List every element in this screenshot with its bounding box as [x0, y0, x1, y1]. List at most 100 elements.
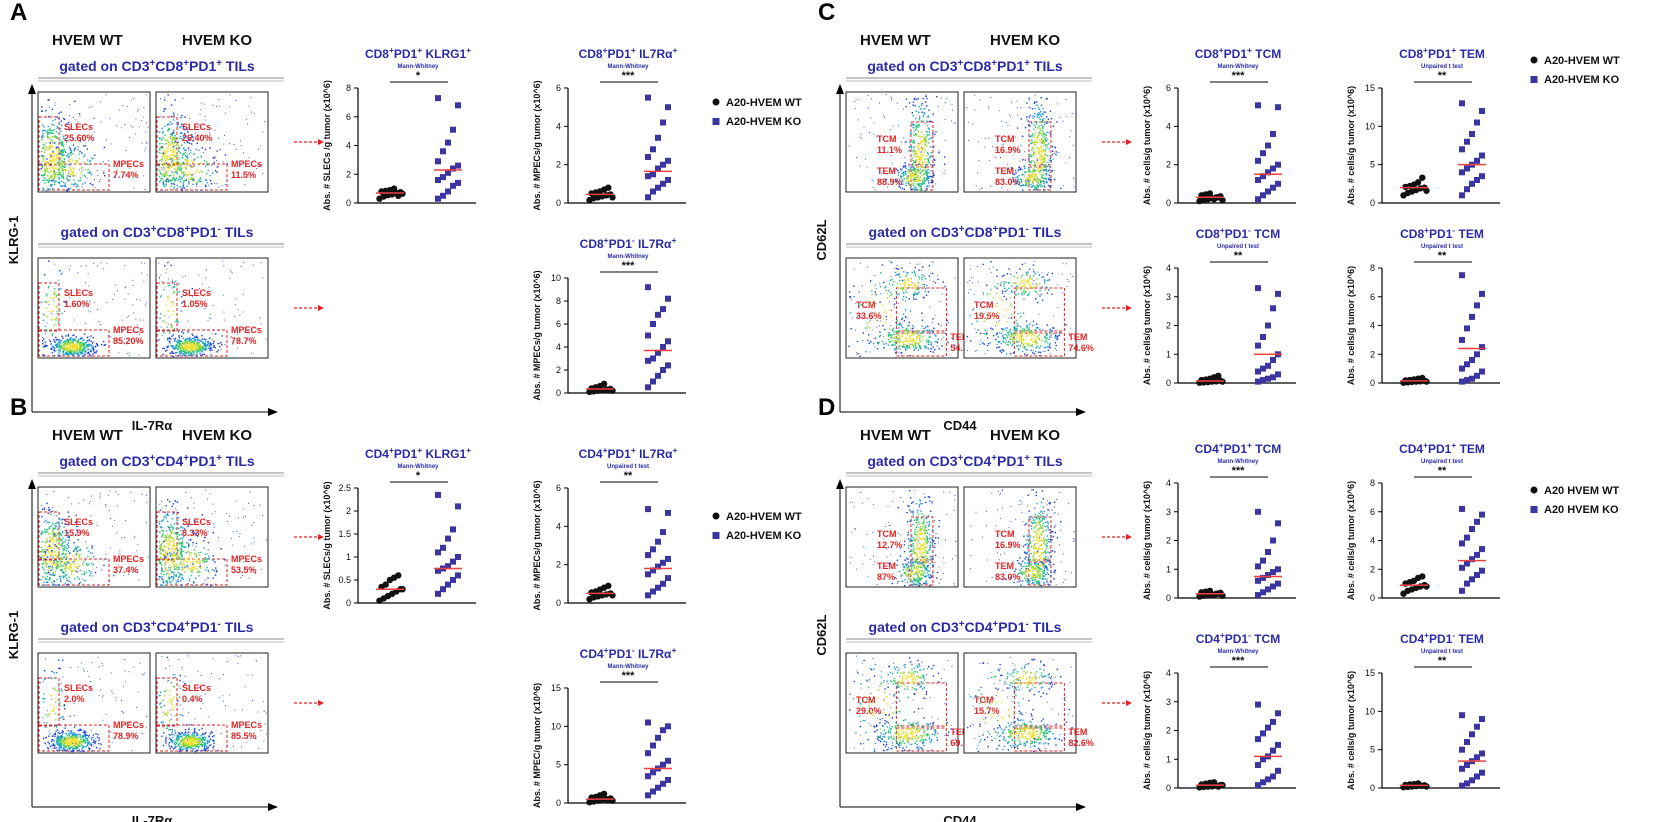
flow-event-dot [90, 738, 93, 741]
flow-event-dot [195, 744, 197, 746]
flow-plot-ko [963, 257, 1077, 359]
flow-event-dot [159, 317, 161, 319]
flow-event-dot [167, 711, 169, 713]
flow-event-dot [158, 578, 160, 581]
flow-event-dot [88, 736, 90, 738]
flow-event-dot [170, 149, 172, 152]
flow-event-dot [90, 552, 92, 554]
flow-event-dot [209, 341, 211, 343]
flow-event-dot [48, 550, 50, 553]
flow-event-dot [51, 135, 54, 138]
flow-event-dot [66, 340, 68, 342]
flow-event-dot [179, 126, 181, 129]
flow-event-dot [86, 741, 89, 744]
flow-event-dot [100, 178, 102, 180]
flow-event-dot [75, 741, 77, 743]
flow-event-dot [97, 733, 99, 736]
flow-event-dot [255, 737, 257, 739]
flow-event-dot [60, 735, 62, 737]
flow-event-dot [924, 158, 927, 160]
flow-event-dot [93, 739, 95, 741]
flow-event-dot [87, 310, 89, 312]
flow-event-dot [54, 102, 56, 104]
flow-event-dot [178, 346, 180, 348]
flow-event-dot [176, 536, 178, 539]
flow-event-dot [62, 271, 64, 273]
flow-event-dot [207, 530, 209, 532]
flow-event-dot [100, 743, 102, 745]
flow-event-dot [40, 579, 42, 581]
flow-event-dot [78, 578, 80, 580]
flow-event-dot [57, 168, 59, 171]
flow-event-dot [50, 547, 52, 549]
flow-event-dot [161, 656, 163, 658]
flow-event-dot [168, 539, 170, 541]
flow-event-dot [913, 155, 915, 157]
flow-event-dot [65, 733, 68, 735]
flow-event-dot [72, 347, 74, 349]
flow-event-dot [59, 350, 61, 353]
flow-event-dot [48, 339, 51, 341]
flow-event-dot [164, 157, 166, 159]
flow-event-dot [58, 731, 60, 733]
flow-event-dot [221, 335, 223, 337]
flow-event-dot [58, 525, 61, 527]
flow-event-dot [910, 147, 913, 149]
flow-event-dot [59, 559, 61, 561]
flow-event-dot [143, 107, 145, 109]
flow-event-dot [62, 145, 65, 147]
flow-event-dot [179, 152, 181, 154]
flow-event-dot [258, 148, 259, 150]
flow-event-dot [161, 535, 163, 538]
flow-event-dot [175, 146, 178, 149]
flow-event-dot [67, 156, 69, 159]
flow-event-dot [84, 579, 86, 582]
flow-event-dot [41, 106, 43, 108]
flow-event-dot [43, 179, 46, 181]
flow-event-dot [218, 697, 220, 699]
flow-event-dot [206, 560, 208, 563]
flow-event-dot [56, 338, 59, 341]
flow-event-dot [195, 555, 197, 557]
flow-event-dot [174, 141, 176, 144]
flow-event-dot [66, 557, 68, 559]
flow-event-dot [144, 147, 146, 149]
flow-event-dot [919, 155, 921, 158]
flow-event-dot [180, 746, 182, 748]
flow-event-dot [161, 567, 163, 569]
flow-event-dot [211, 333, 213, 335]
flow-event-dot [182, 348, 184, 350]
flow-event-dot [52, 177, 54, 179]
flow-event-dot [55, 319, 57, 321]
flow-event-dot [55, 514, 58, 517]
flow-event-dot [172, 182, 175, 184]
flow-event-dot [58, 344, 60, 347]
flow-event-dot [54, 348, 56, 350]
flow-event-dot [180, 162, 183, 165]
flow-event-dot [63, 736, 66, 738]
flow-event-dot [77, 340, 79, 342]
flow-event-dot [44, 670, 46, 672]
flow-event-dot [199, 352, 201, 354]
flow-event-dot [161, 281, 163, 283]
flow-event-dot [45, 168, 47, 170]
flow-event-dot [181, 157, 183, 159]
flow-event-dot [68, 163, 70, 166]
flow-event-dot [57, 321, 59, 323]
flow-event-dot [187, 149, 189, 151]
flow-event-dot [180, 530, 182, 532]
flow-event-dot [173, 566, 176, 569]
flow-event-dot [59, 702, 61, 704]
flow-event-dot [64, 562, 66, 564]
flow-event-dot [188, 579, 191, 582]
flow-event-dot [221, 343, 223, 346]
flow-event-dot [216, 160, 217, 162]
flow-event-dot [138, 334, 140, 336]
flow-event-dot [167, 178, 169, 181]
flow-event-dot [82, 731, 84, 734]
flow-event-dot [79, 729, 81, 731]
flow-event-dot [81, 350, 84, 353]
flow-event-dot [49, 513, 52, 515]
flow-event-dot [79, 140, 82, 142]
